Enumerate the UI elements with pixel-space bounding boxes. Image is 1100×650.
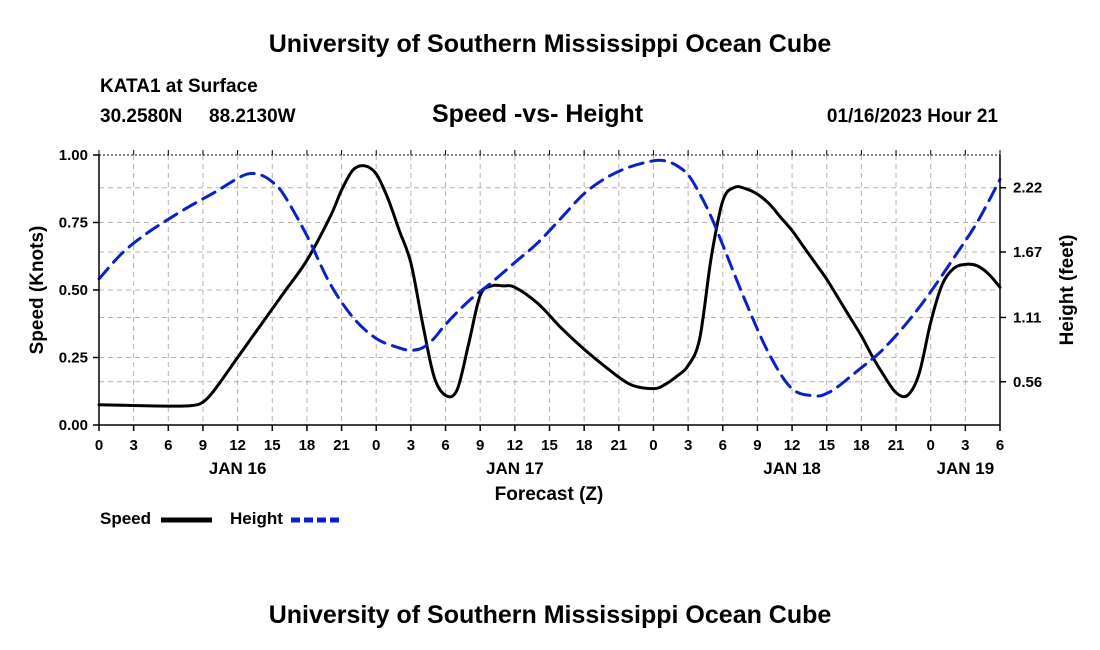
x-tick-label: 3 bbox=[684, 437, 692, 454]
legend-height-label: Height bbox=[230, 509, 283, 528]
legend-speed-swatch bbox=[161, 517, 212, 523]
x-tick-label: 21 bbox=[888, 437, 905, 454]
x-tick-label: 9 bbox=[753, 437, 761, 454]
y-axis-label: Speed (Knots) bbox=[27, 226, 48, 355]
x-tick-label: 0 bbox=[927, 437, 935, 454]
legend-height-swatch bbox=[291, 517, 342, 523]
x-tick-label: 12 bbox=[229, 437, 246, 454]
y2-tick-label: 0.56 bbox=[1013, 374, 1042, 391]
series-line-height bbox=[97, 158, 1002, 398]
x-tick-label: 15 bbox=[818, 437, 835, 454]
x-tick-label: 6 bbox=[996, 437, 1004, 454]
x-tick-label: 9 bbox=[199, 437, 207, 454]
x-tick-label: 12 bbox=[507, 437, 524, 454]
top-title: University of Southern Mississippi Ocean… bbox=[268, 30, 832, 58]
date-label: JAN 19 bbox=[937, 459, 995, 478]
date-label: JAN 18 bbox=[763, 459, 821, 478]
y2-axis-label: Height (feet) bbox=[1057, 235, 1078, 346]
date-label: JAN 16 bbox=[209, 459, 267, 478]
x-tick-label: 18 bbox=[853, 437, 870, 454]
x-tick-label: 6 bbox=[164, 437, 172, 454]
y2-tick-label: 2.22 bbox=[1013, 180, 1042, 197]
bottom-title: University of Southern Mississippi Ocean… bbox=[268, 601, 832, 629]
legend-speed-label: Speed bbox=[100, 509, 152, 528]
x-tick-label: 21 bbox=[333, 437, 350, 454]
station-label: KATA1 at Surface bbox=[100, 76, 258, 97]
x-tick-label: 3 bbox=[129, 437, 137, 454]
forecast-date: 01/16/2023 Hour 21 bbox=[826, 106, 998, 127]
y2-tick-label: 1.67 bbox=[1013, 244, 1042, 261]
x-tick-label: 15 bbox=[541, 437, 558, 454]
y-tick-label: 0.00 bbox=[59, 417, 88, 434]
y-tick-label: 0.75 bbox=[59, 215, 88, 232]
y-tick-label: 0.50 bbox=[59, 282, 88, 299]
x-tick-label: 0 bbox=[95, 437, 103, 454]
y2-tick-label: 1.11 bbox=[1013, 309, 1041, 326]
y-tick-label: 0.25 bbox=[59, 350, 88, 367]
date-label: JAN 17 bbox=[486, 459, 544, 478]
x-tick-label: 0 bbox=[649, 437, 657, 454]
series-line-speed bbox=[97, 164, 1002, 408]
axes: 0 3 6 9 12 15 18 21 0 3 6 9 12 15 18 21 0 3 6 9 12 15 18 21 0 3 6 0… bbox=[59, 147, 1042, 478]
x-tick-label: 15 bbox=[264, 437, 281, 454]
grid bbox=[99, 155, 1000, 425]
x-tick-label: 9 bbox=[476, 437, 484, 454]
x-tick-label: 6 bbox=[441, 437, 449, 454]
speed-height-chart: 0 3 6 9 12 15 18 21 0 3 6 9 12 15 18 21 0 3 6 9 12 15 18 21 0 3 6 0… bbox=[27, 147, 1078, 505]
x-tick-label: 3 bbox=[961, 437, 969, 454]
x-tick-label: 3 bbox=[407, 437, 415, 454]
longitude-label: 88.2130W bbox=[209, 106, 296, 127]
latitude-label: 30.2580N bbox=[100, 106, 183, 127]
x-tick-label: 21 bbox=[610, 437, 627, 454]
series-layer bbox=[97, 158, 1002, 408]
x-tick-label: 6 bbox=[719, 437, 727, 454]
y-tick-label: 1.00 bbox=[59, 147, 88, 164]
x-tick-label: 18 bbox=[299, 437, 316, 454]
x-tick-label: 0 bbox=[372, 437, 380, 454]
chart-title: Speed -vs- Height bbox=[432, 100, 644, 128]
x-tick-label: 18 bbox=[576, 437, 593, 454]
x-axis-label: Forecast (Z) bbox=[495, 484, 604, 505]
x-tick-label: 12 bbox=[784, 437, 801, 454]
